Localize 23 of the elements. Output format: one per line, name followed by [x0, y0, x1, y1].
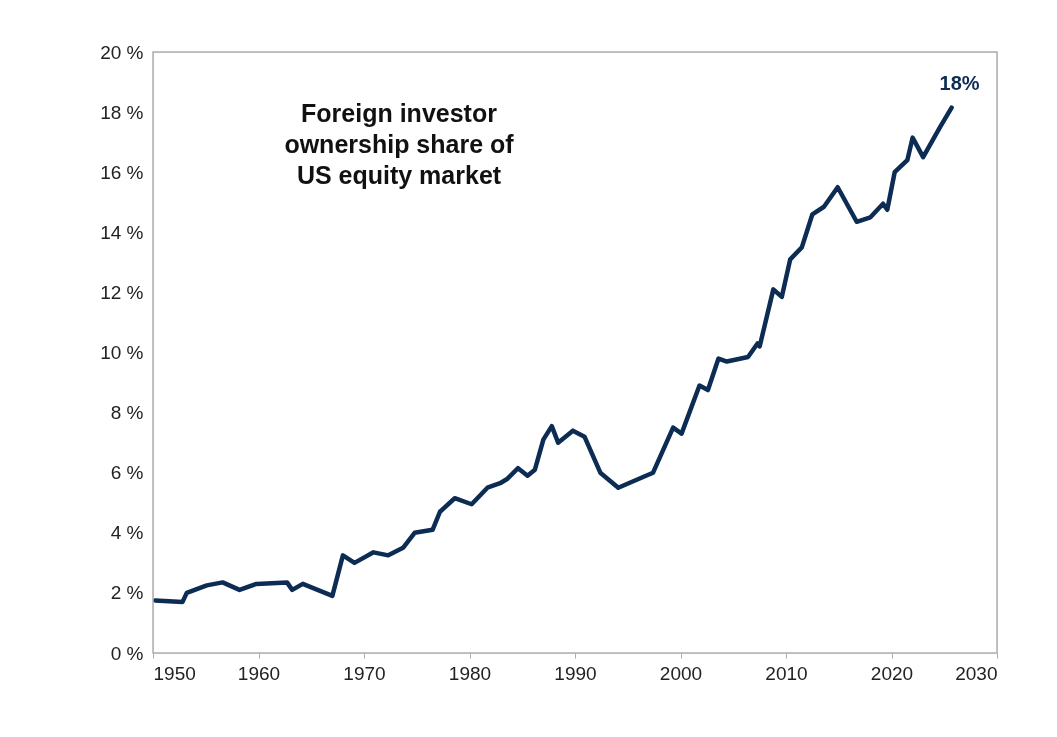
y-tick-label: 20 % — [100, 41, 144, 63]
y-tick-label: 0 % — [110, 642, 144, 664]
y-tick-label: 14 % — [100, 221, 144, 243]
x-tick-label: 2020 — [870, 662, 914, 684]
y-tick-label: 12 % — [100, 281, 144, 303]
y-tick-label: 10 % — [100, 342, 144, 363]
x-tick-label: 1960 — [237, 662, 281, 684]
x-tick-label: 1990 — [554, 662, 597, 684]
y-tick-label: 6 % — [110, 462, 144, 484]
annotation: 18% — [939, 71, 980, 94]
y-tick-label: 8 % — [110, 402, 144, 424]
x-tick-label: 2030 — [955, 662, 998, 684]
x-tick-label: 1970 — [343, 662, 386, 684]
x-tick-label: 1980 — [448, 662, 492, 684]
x-tick-label: 2010 — [765, 662, 808, 684]
y-tick-label: 2 % — [110, 582, 144, 604]
x-tick-label: 2000 — [659, 662, 703, 684]
text: Foreign investor ownership share of US equity market — [284, 99, 515, 189]
y-tick-label: 16 % — [100, 161, 144, 183]
line-series — [152, 105, 954, 605]
y-tick-label: 18 % — [100, 101, 144, 123]
x-tick-label: 1950 — [153, 662, 196, 684]
y-tick-label: 4 % — [110, 522, 144, 544]
